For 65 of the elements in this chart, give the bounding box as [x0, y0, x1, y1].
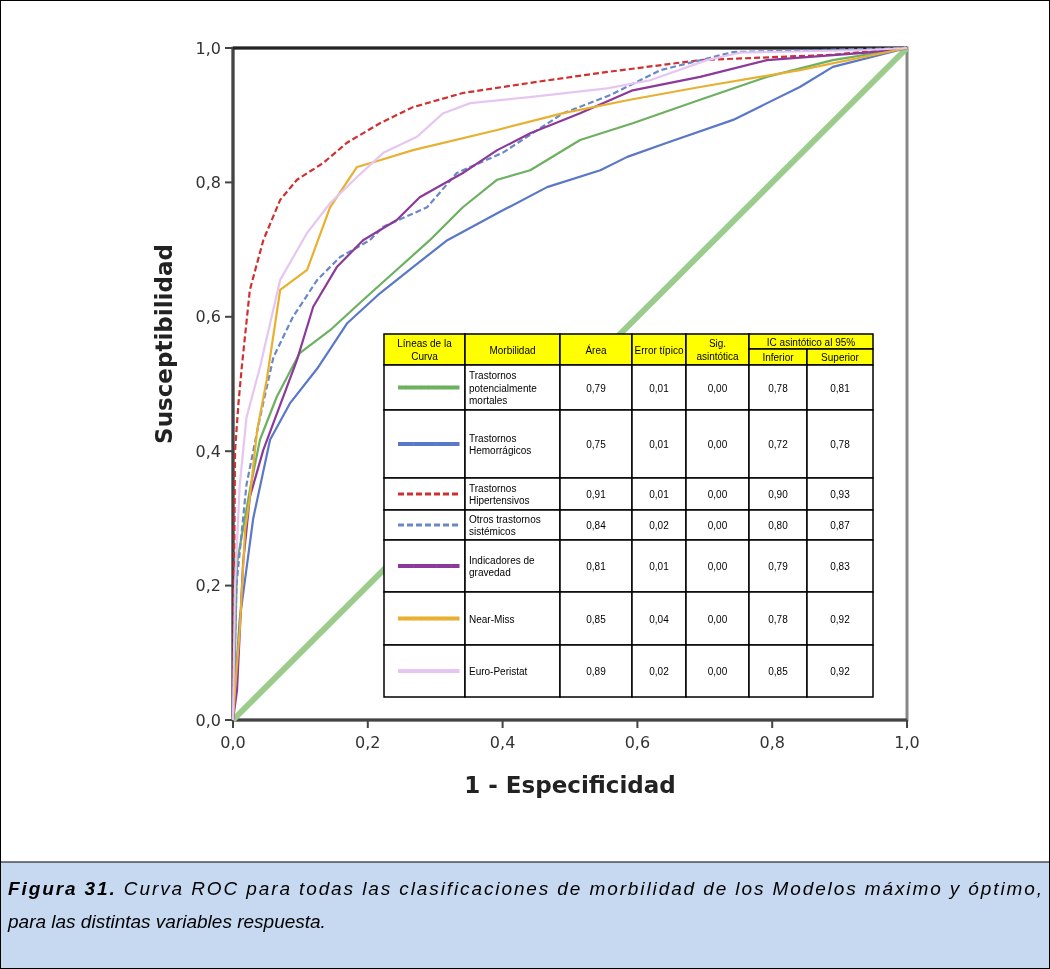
- legend-label: Trastornos Hipertensivos: [469, 482, 530, 506]
- y-tick-label: 0,2: [195, 576, 221, 596]
- annotation: 0,00: [707, 560, 728, 572]
- annotation: 0,89: [586, 665, 607, 677]
- legend-label: Euro-Peristat: [469, 665, 528, 677]
- annotation: 0,04: [649, 613, 670, 624]
- annotation: IC asintótico al 95%: [766, 336, 856, 347]
- x-tick-label: 0,2: [355, 733, 381, 752]
- y-tick-label: 0,4: [195, 441, 221, 461]
- x-tick-label: 1,0: [894, 733, 920, 752]
- annotation: 0,01: [649, 382, 670, 393]
- legend-label: Otros trastornos sistémicos: [469, 513, 541, 537]
- annotation: 0,01: [649, 438, 670, 450]
- annotation: Superior: [821, 351, 860, 363]
- x-axis-title: 1 - Especificidad: [464, 772, 676, 798]
- annotation: 0,85: [768, 665, 789, 677]
- annotation: 0,00: [707, 488, 728, 500]
- annotation: 0,81: [830, 382, 851, 393]
- annotation: 0,75: [586, 438, 607, 450]
- legend-label: Trastornos potencialmente mortales: [469, 369, 538, 406]
- annotation: 0,00: [707, 613, 728, 624]
- annotation: Sig. asintótica: [696, 337, 740, 362]
- x-tick-label: 0,8: [759, 733, 785, 752]
- annotation: Líneas de la Curva: [397, 337, 453, 362]
- annotation: 0,72: [768, 438, 789, 450]
- annotation: 0,81: [586, 560, 607, 572]
- annotation: 0,79: [768, 560, 789, 572]
- annotation: 0,02: [649, 519, 670, 531]
- text: Figura 31. Curva ROC para todas las clasificaciones de morbilidad de los Modelos máximo y óptimo, para las distintas variables respuesta.: [7, 878, 1042, 932]
- annotation: 0,00: [707, 519, 728, 531]
- annotation: 0,78: [830, 438, 851, 450]
- annotation: 0,78: [768, 613, 789, 624]
- annotation: 0,92: [830, 665, 851, 677]
- annotation: 0,01: [649, 560, 670, 572]
- annotation: 0,87: [830, 519, 851, 531]
- annotation: 0,84: [586, 519, 607, 531]
- x-tick-label: 0,6: [624, 733, 651, 752]
- annotation: 0,83: [830, 560, 851, 572]
- legend-label: Near-Miss: [469, 613, 515, 624]
- annotation: 0,92: [830, 613, 851, 624]
- y-axis-title: Susceptibilidad: [151, 244, 177, 444]
- annotation: 0,78: [768, 382, 789, 393]
- annotation: 0,91: [586, 488, 607, 500]
- annotation: 0,79: [586, 382, 607, 393]
- y-tick-label: 0,0: [195, 710, 221, 730]
- annotation: Morbilidad: [489, 344, 536, 355]
- y-tick-label: 0,8: [195, 172, 221, 192]
- annotation: 0,00: [707, 382, 728, 393]
- annotation: 0,00: [707, 665, 728, 677]
- annotation: 0,00: [707, 438, 728, 450]
- legend-label: Indicadores de gravedad: [469, 554, 536, 578]
- x-tick-label: 0,0: [220, 733, 246, 752]
- annotation: 0,01: [649, 488, 670, 500]
- annotation: 0,02: [649, 665, 670, 677]
- annotation: 0,93: [830, 488, 851, 500]
- annotation: Área: [585, 343, 607, 355]
- annotation: 0,85: [586, 613, 607, 624]
- y-tick-label: 1,0: [195, 38, 221, 58]
- annotation: Inferior: [762, 351, 795, 363]
- legend-label: Trastornos Hemorrágicos: [469, 432, 532, 456]
- annotation: 0,90: [768, 488, 789, 500]
- y-tick-label: 0,6: [195, 307, 221, 327]
- annotation: Error típico: [634, 344, 684, 355]
- x-tick-label: 0,4: [489, 733, 516, 752]
- annotation: 0,80: [768, 519, 789, 531]
